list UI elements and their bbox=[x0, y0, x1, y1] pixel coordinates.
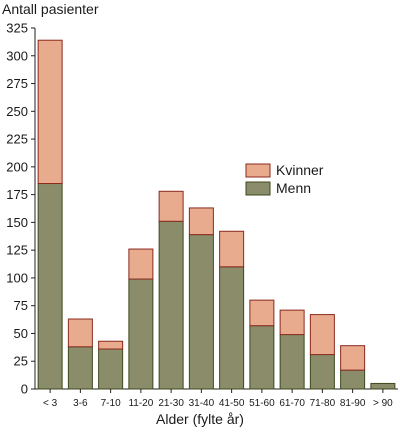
x-tick-label: > 90 bbox=[373, 398, 393, 409]
x-tick-label: 71-80 bbox=[310, 398, 336, 409]
bar-kvinner bbox=[98, 340, 124, 350]
y-tick-label: 250 bbox=[6, 104, 28, 119]
y-tick-label: 200 bbox=[6, 159, 28, 174]
x-tick-label: 3-6 bbox=[73, 398, 88, 409]
x-tick-label: < 3 bbox=[43, 398, 58, 409]
x-tick-label: 61-70 bbox=[279, 398, 305, 409]
bar-menn bbox=[37, 183, 63, 390]
bar-kvinner bbox=[249, 299, 275, 327]
bar-menn bbox=[158, 220, 184, 390]
bar-kvinner bbox=[219, 230, 245, 268]
x-tick-label: 51-60 bbox=[249, 398, 275, 409]
bar-kvinner bbox=[128, 248, 154, 280]
x-tick-label: 41-50 bbox=[219, 398, 245, 409]
x-tick-label: 11-20 bbox=[128, 398, 153, 409]
y-tick-label: 175 bbox=[6, 187, 28, 202]
y-tick-label: 100 bbox=[6, 270, 28, 285]
legend-swatch-menn bbox=[245, 181, 271, 196]
x-axis-title: Alder (fylte år) bbox=[156, 411, 244, 427]
bar-kvinner bbox=[37, 39, 63, 185]
y-tick-label: 300 bbox=[6, 48, 28, 63]
bar-menn bbox=[309, 354, 335, 390]
bar-menn bbox=[128, 278, 154, 390]
bar-menn bbox=[219, 266, 245, 390]
bar-menn bbox=[98, 348, 124, 390]
bar-kvinner bbox=[309, 314, 335, 356]
x-tick-label: 7-10 bbox=[101, 398, 121, 409]
legend-swatch-kvinner bbox=[245, 163, 271, 178]
y-tick-label: 275 bbox=[6, 76, 28, 91]
x-tick-label: 31-40 bbox=[189, 398, 215, 409]
legend-label-menn: Menn bbox=[276, 180, 311, 196]
bar-kvinner bbox=[188, 207, 214, 236]
y-tick-label: 50 bbox=[14, 326, 28, 341]
y-tick-label: 225 bbox=[6, 132, 28, 147]
bar-kvinner bbox=[279, 309, 305, 336]
bar-kvinner bbox=[67, 318, 93, 348]
bar-kvinner bbox=[340, 345, 366, 371]
bar-kvinner bbox=[158, 190, 184, 222]
legend-label-kvinner: Kvinner bbox=[276, 162, 324, 178]
y-tick-label: 150 bbox=[6, 215, 28, 230]
bar-menn bbox=[249, 325, 275, 390]
y-tick-label: 75 bbox=[14, 298, 28, 313]
bar-menn bbox=[340, 369, 366, 390]
bar-menn bbox=[279, 334, 305, 390]
bar-menn bbox=[67, 346, 93, 390]
bar-menn bbox=[188, 234, 214, 390]
x-tick-label: 81-90 bbox=[340, 398, 366, 409]
y-tick-label: 325 bbox=[6, 21, 28, 36]
x-tick-label: 21-30 bbox=[158, 398, 184, 409]
y-tick-label: 125 bbox=[6, 243, 28, 258]
y-tick-label: 0 bbox=[21, 382, 28, 397]
bar-menn bbox=[370, 382, 396, 390]
y-axis-title: Antall pasienter bbox=[2, 1, 99, 17]
y-tick-label: 25 bbox=[14, 354, 28, 369]
